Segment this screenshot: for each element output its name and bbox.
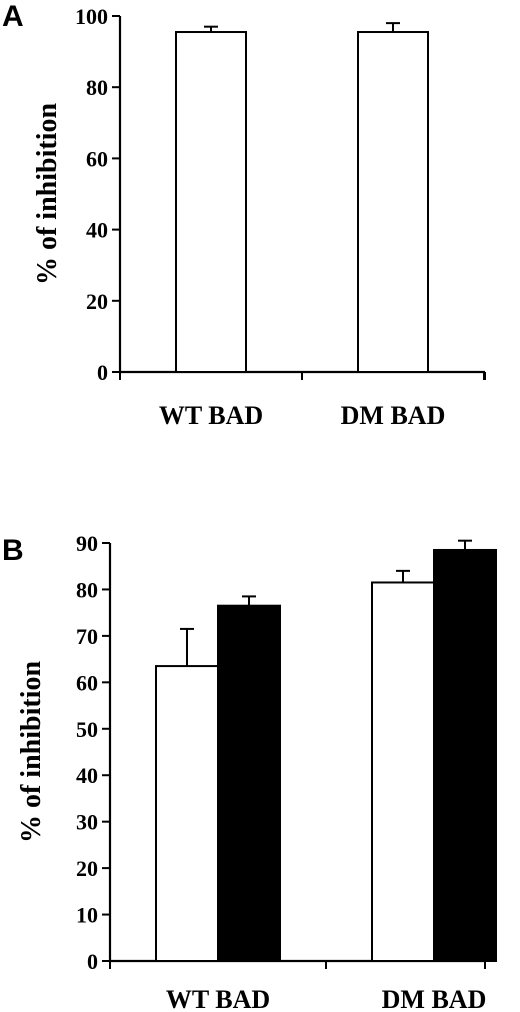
panel-b-category-label: DM BAD [382,985,487,1012]
panel-a-y-tick-label: 20 [86,289,108,314]
panel-a-y-tick-label: 100 [75,4,108,29]
panel-a-bar [357,31,429,374]
panel-b-chart: B 0 10 20 30 40 50 60 70 80 90 WT BAD DM BAD % of in… [2,531,497,1012]
panel-a-letter: A [2,0,24,33]
panel-a-y-axis-label: % of inhibition [32,103,63,285]
panel-b-y-tick-label: 30 [76,810,98,835]
panel-b-bar [371,581,435,962]
panel-b-y-tick-label: 90 [76,531,98,556]
panel-a-y-tick-label: 80 [86,75,108,100]
panel-b-y-axis-label: % of inhibition [16,661,47,843]
panel-b-y-tick-label: 10 [76,903,98,928]
panel-b-bar [155,665,219,962]
panel-b-bar [217,604,281,962]
panel-b-y-tick-label: 0 [87,949,98,974]
panel-a-y-tick-label: 40 [86,218,108,243]
panel-a-bar [175,31,247,374]
panel-b-y-tick-label: 20 [76,856,98,881]
panel-b-letter: B [2,534,24,567]
panel-a-category-label: DM BAD [341,401,446,430]
panel-a-y-tick-label: 60 [86,146,108,171]
panel-a-chart: A 0 20 40 60 80 100 WT BAD DM BAD % of inhibitio… [2,0,486,430]
panel-b-y-tick-label: 60 [76,670,98,695]
panel-b-y-tick-label: 40 [76,763,98,788]
panel-a-category-label: WT BAD [159,401,263,430]
panel-b-category-label: WT BAD [166,985,270,1012]
panel-b-y-tick-label: 70 [76,624,98,649]
panel-b-y-tick-label: 80 [76,577,98,602]
panel-a-y-tick-label: 0 [97,360,108,385]
panel-b-bar [433,548,497,962]
panel-b-y-tick-label: 50 [76,717,98,742]
